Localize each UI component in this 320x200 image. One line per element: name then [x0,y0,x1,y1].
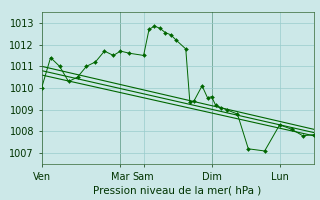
X-axis label: Pression niveau de la mer( hPa ): Pression niveau de la mer( hPa ) [93,186,262,196]
